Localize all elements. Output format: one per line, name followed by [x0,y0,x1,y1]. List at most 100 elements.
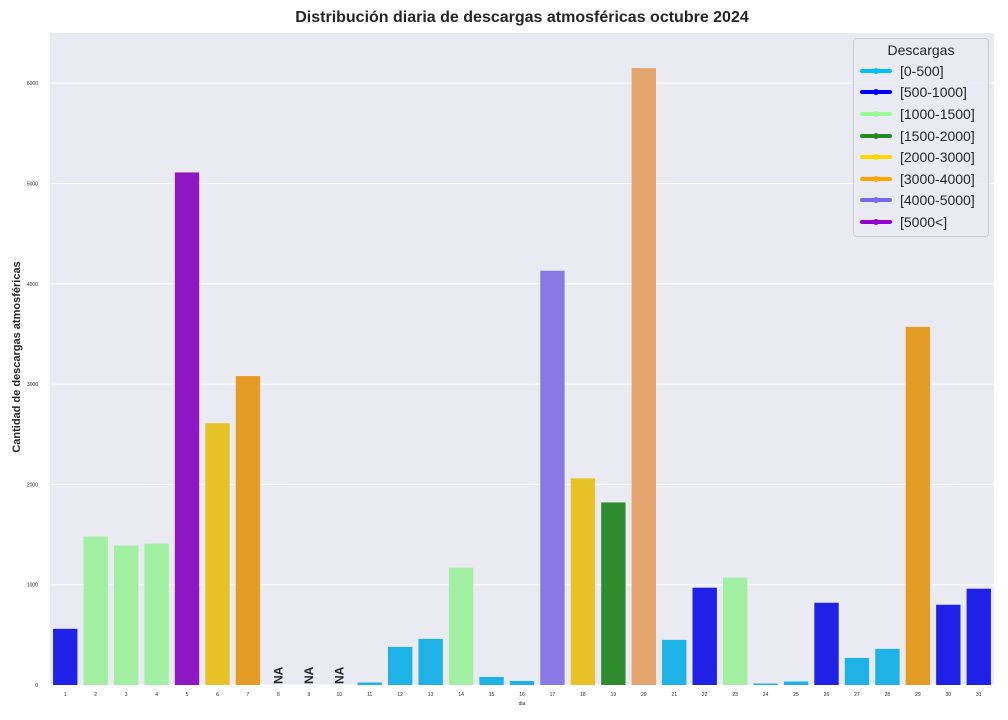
legend-item: [500-1000] [860,82,982,104]
y-tick-label: 4000 [27,282,38,288]
legend-item: [4000-5000] [860,190,982,212]
x-tick-label: 31 [976,692,982,698]
legend-label: [2000-3000] [900,149,975,166]
x-tick-label: 3 [125,692,128,698]
x-tick-label: 25 [793,692,799,698]
y-tick-label: 1000 [27,583,38,589]
x-tick-label: 19 [611,692,617,698]
legend-swatch [860,107,892,121]
legend-item: [5000<] [860,211,982,233]
x-tick-label: 15 [489,692,495,698]
bar-day-22 [692,587,717,685]
bar-day-23 [722,577,748,685]
legend-label: [0-500] [900,62,944,79]
x-tick-label: 20 [641,692,647,698]
legend: Descargas [0-500] [500-1000] [1000-1500] [1… [853,38,989,237]
x-tick-label: 18 [580,692,586,698]
legend-label: [5000<] [900,213,948,230]
x-tick-label: 11 [367,692,372,698]
x-tick-label: 28 [885,692,891,698]
x-tick-label: 12 [397,692,403,698]
x-tick-label: 5 [186,692,189,698]
bar-day-2 [83,536,108,685]
x-tick-label: 6 [216,692,219,698]
x-tick-label: 10 [337,692,343,698]
legend-item: [1000-1500] [860,103,982,125]
bar-day-28 [875,648,900,685]
bar-day-24 [753,683,778,685]
x-tick-label: 22 [702,692,708,698]
bar-day-31 [966,588,991,685]
bar-day-18 [570,478,596,685]
bar-day-5 [174,172,200,686]
legend-item: [2000-3000] [860,146,982,168]
bar-day-15 [479,676,504,685]
x-tick-label: 27 [854,692,860,698]
legend-item: [0-500] [860,60,982,82]
x-tick-label: 16 [519,692,525,698]
x-tick-label: 4 [155,692,158,698]
bar-day-3 [113,545,139,685]
bar-day-16 [509,680,535,685]
legend-swatch [860,172,892,186]
bar-day-7 [235,376,261,685]
legend-swatch [860,193,892,207]
legend-swatch [860,129,892,143]
bar-day-6 [205,423,230,685]
x-tick-label: 24 [763,692,769,698]
y-tick-label: 5000 [27,181,38,187]
legend-label: [4000-5000] [900,192,975,209]
y-tick-label: 0 [35,683,38,689]
bar-day-11 [357,682,382,685]
legend-swatch [860,64,892,78]
x-tick-label: 8 [277,692,280,698]
y-tick-label: 3000 [27,382,38,388]
x-tick-label: 29 [915,692,921,698]
x-tick-label: 26 [824,692,830,698]
bar-day-14 [448,567,474,685]
bar-day-27 [844,657,870,685]
na-labels: NA NA NA [271,666,346,684]
legend-item: [3000-4000] [860,168,982,190]
bars [53,68,991,686]
legend-label: [3000-4000] [900,170,975,187]
na-label: NA [332,666,346,684]
x-tick-label: 13 [428,692,434,698]
bar-day-12 [388,646,413,685]
legend-item: [1500-2000] [860,125,982,147]
x-tick-label: 17 [550,692,556,698]
chart-title: Distribución diaria de descargas atmosfé… [295,9,749,26]
bar-day-17 [540,270,565,685]
bar-day-25 [783,681,809,685]
x-tick-label: 1 [64,692,67,698]
x-tick-labels: 1 2 3 4 5 6 7 8 9 10 11 12 13 14 15 16 17 18 19 20 21 22 23 24 2… [64,692,982,698]
y-tick-label: 6000 [27,81,38,87]
na-label: NA [271,666,285,684]
bar-day-4 [144,543,169,685]
bar-day-30 [936,604,961,685]
legend-swatch [860,215,892,229]
y-tick-labels: 0 1000 2000 3000 4000 5000 6000 [27,81,38,689]
bar-day-19 [601,502,626,685]
bar-day-1 [53,628,78,685]
x-tick-label: 21 [671,692,677,698]
bar-day-21 [662,639,687,685]
x-tick-label: 23 [732,692,738,698]
legend-swatch [860,85,892,99]
x-axis-label: dia [519,701,526,707]
legend-label: [1500-2000] [900,127,975,144]
x-tick-label: 30 [946,692,952,698]
y-tick-label: 2000 [27,482,38,488]
x-tick-label: 9 [307,692,310,698]
legend-label: [500-1000] [900,84,967,101]
x-tick-label: 2 [94,692,97,698]
bar-day-29 [905,326,931,685]
bar-day-13 [418,638,443,685]
bar-day-26 [814,602,839,685]
x-tick-label: 14 [458,692,464,698]
legend-swatch [860,150,892,164]
legend-label: [1000-1500] [900,105,975,122]
legend-title: Descargas [887,42,955,58]
bar-day-20 [631,68,656,686]
